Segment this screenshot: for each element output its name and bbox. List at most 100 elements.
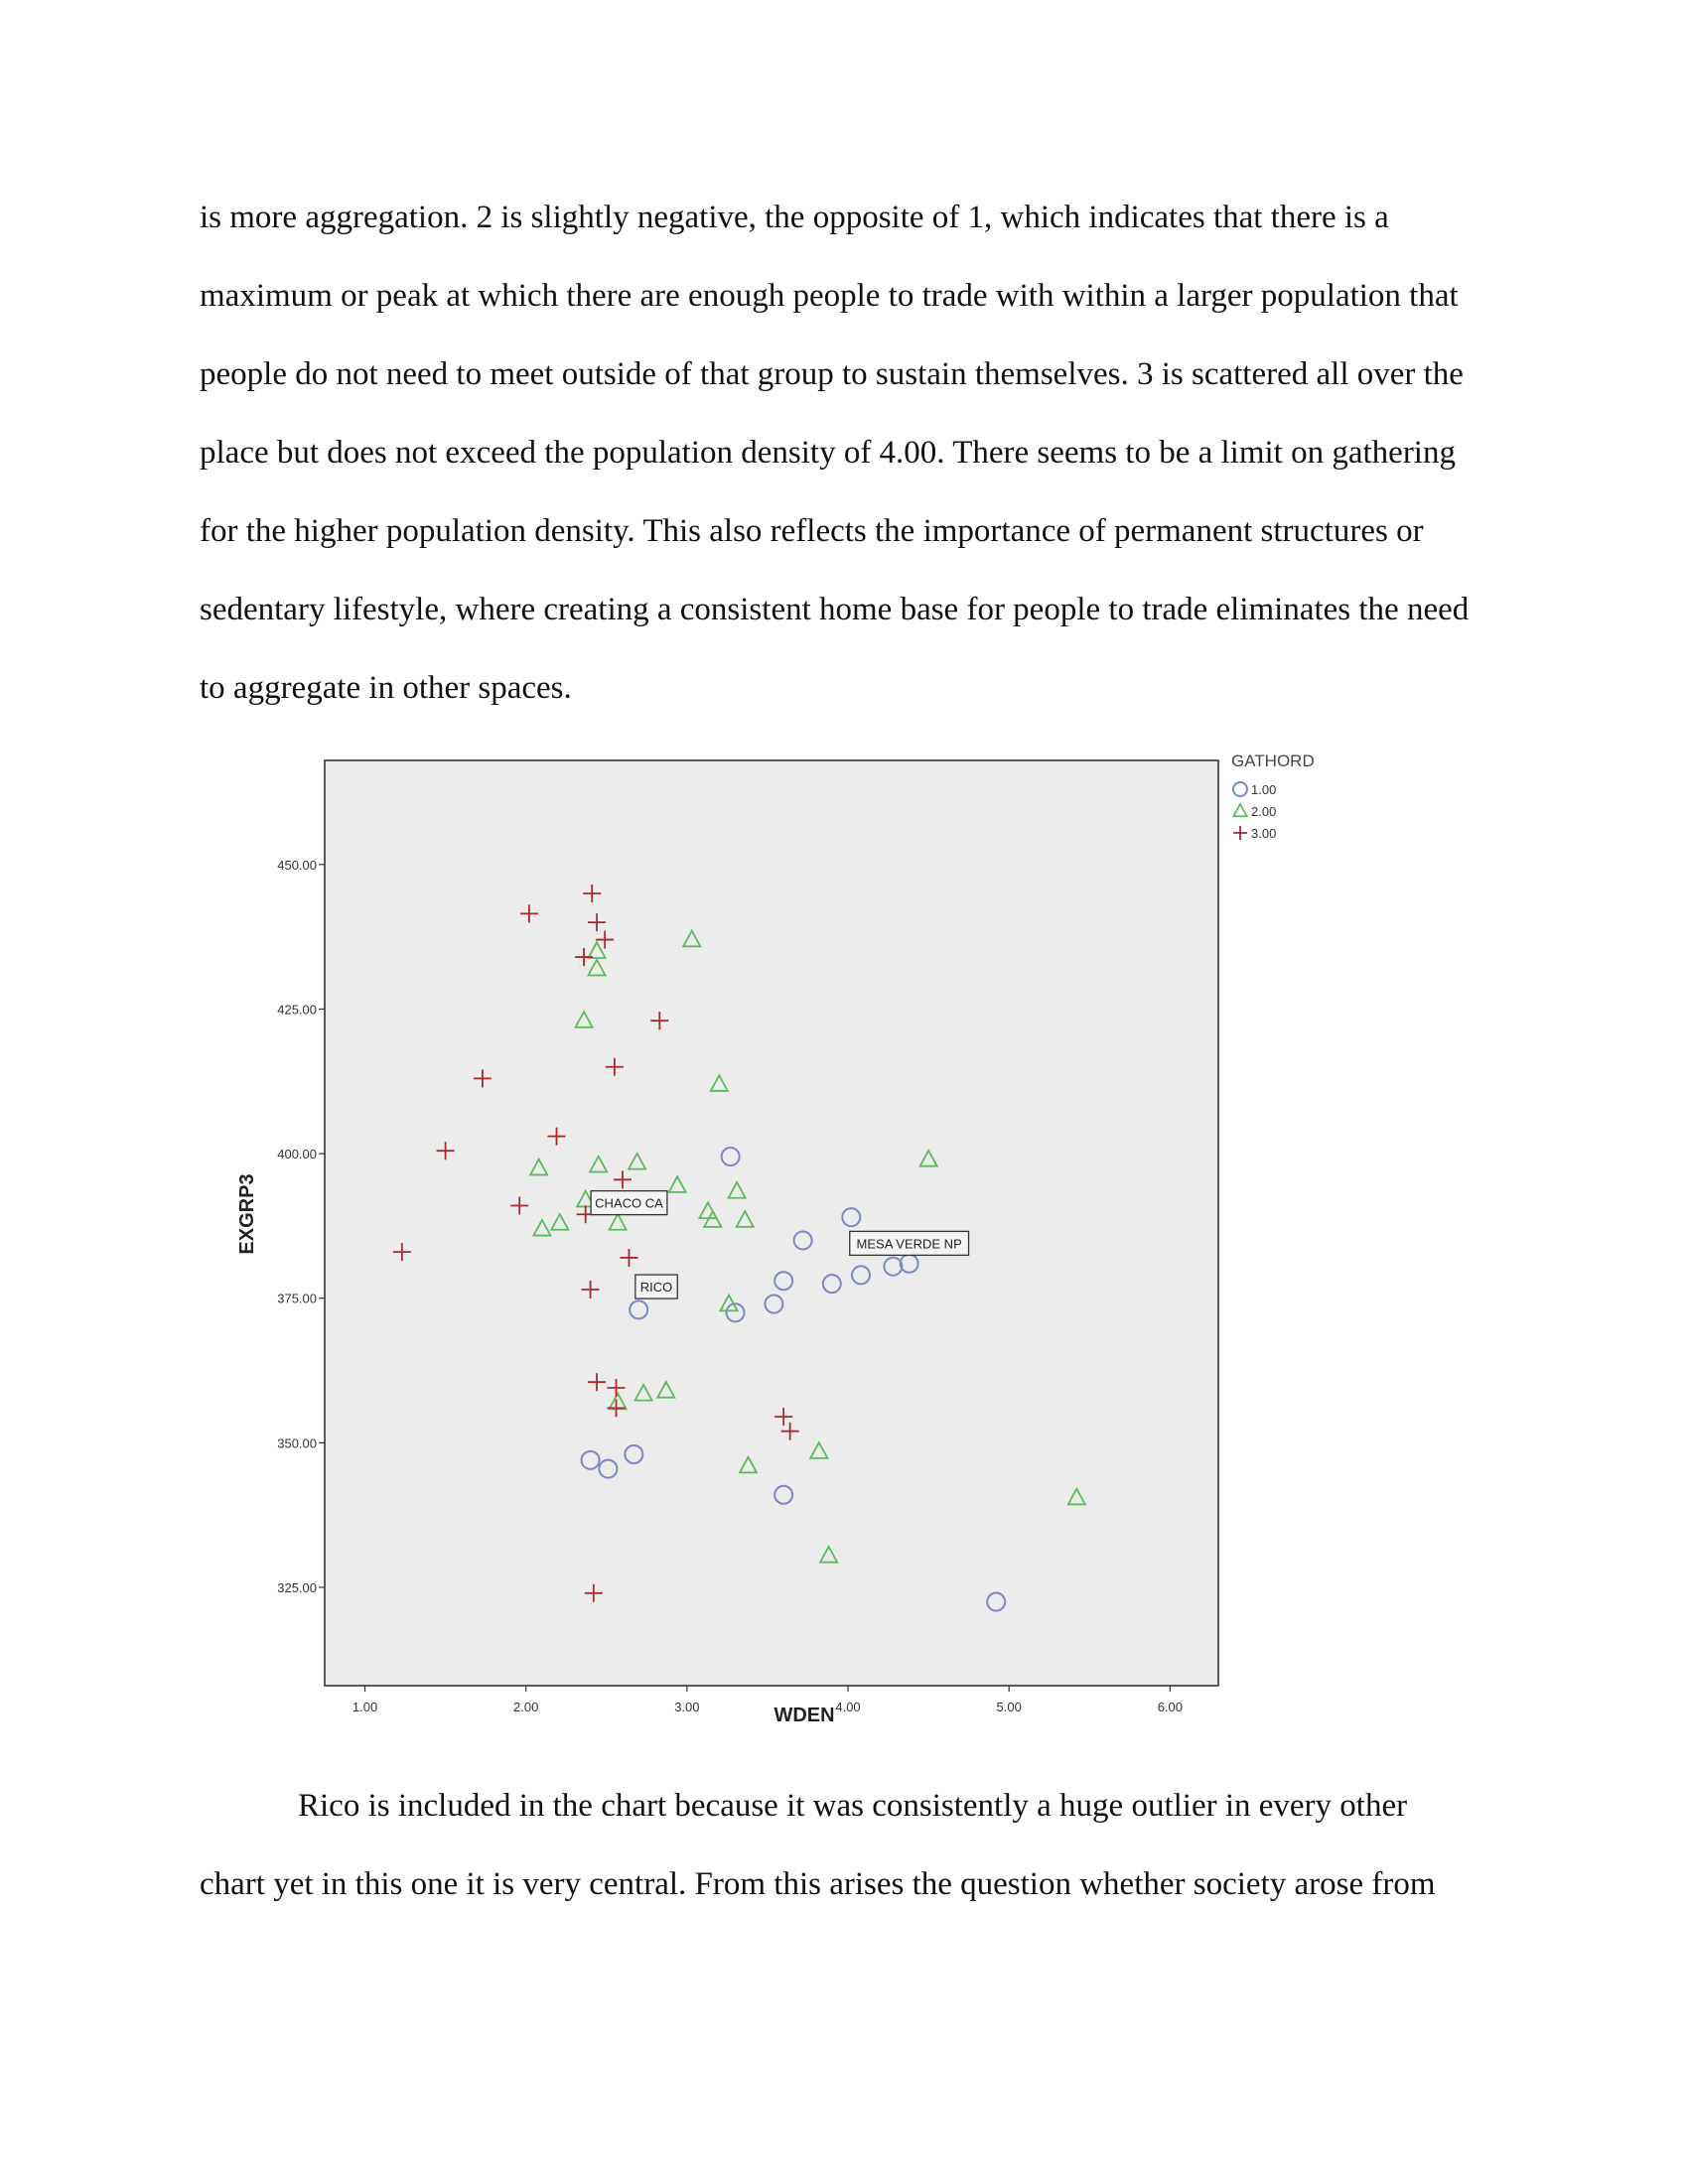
text-line: place but does not exceed the population…: [200, 435, 1456, 471]
data-point-triangle: [574, 1010, 595, 1028]
body-paragraph-1: is more aggregation. 2 is slightly negat…: [200, 179, 1490, 728]
x-tick-label: 3.00: [674, 1700, 699, 1714]
text-line: Rico is included in the chart because it…: [298, 1788, 1408, 1824]
data-point-plus: [547, 1127, 566, 1146]
data-point-plus: [607, 1379, 626, 1398]
x-tick-label: 1.00: [352, 1700, 377, 1714]
data-point-plus: [436, 1142, 455, 1160]
y-axis-label: EXGRP3: [236, 1173, 258, 1254]
data-point-triangle: [808, 1440, 829, 1459]
data-point-triangle: [681, 928, 702, 948]
data-point-circle: [598, 1458, 619, 1479]
data-point-triangle: [549, 1212, 570, 1231]
annotation-box: [590, 1189, 668, 1216]
data-point-triangle: [633, 1382, 654, 1402]
legend-marker-plus: [1233, 826, 1247, 840]
legend-title: GATHORD: [1231, 751, 1315, 770]
data-point-triangle: [588, 1154, 609, 1173]
data-point-triangle: [528, 1157, 549, 1176]
legend-label: 2.00: [1251, 804, 1276, 819]
annotation-label: CHACO CA: [595, 1196, 663, 1211]
data-point-triangle: [655, 1380, 676, 1399]
data-point-circle: [883, 1256, 904, 1277]
data-point-triangle: [531, 1217, 552, 1237]
data-point-triangle: [702, 1209, 723, 1228]
x-tick-label: 2.00: [513, 1700, 538, 1714]
annotation-box: [849, 1230, 970, 1257]
data-point-plus: [583, 884, 602, 902]
legend-label: 1.00: [1251, 782, 1276, 797]
data-point-triangle: [586, 957, 608, 977]
data-point-plus: [575, 948, 594, 967]
data-point-triangle: [818, 1545, 839, 1564]
data-point-circle: [986, 1591, 1007, 1612]
y-tick-label: 450.00: [277, 858, 317, 873]
y-tick-label: 425.00: [277, 1002, 317, 1017]
data-point-circle: [725, 1302, 746, 1323]
data-point-triangle: [735, 1209, 756, 1228]
text-line: sedentary lifestyle, where creating a co…: [200, 592, 1470, 627]
data-point-circle: [774, 1484, 794, 1505]
data-point-plus: [473, 1069, 492, 1088]
data-point-circle: [624, 1444, 644, 1464]
x-axis-label: WDEN: [774, 1705, 834, 1726]
y-tick-label: 325.00: [277, 1580, 317, 1595]
data-point-plus: [650, 1012, 669, 1030]
data-point-circle: [764, 1294, 784, 1314]
data-point-triangle: [1066, 1486, 1087, 1506]
annotation-box: [634, 1274, 678, 1299]
annotation-label: MESA VERDE NP: [857, 1236, 962, 1251]
data-point-triangle: [627, 1151, 647, 1170]
data-point-circle: [580, 1449, 601, 1470]
data-point-circle: [841, 1207, 862, 1228]
data-point-triangle: [718, 1293, 740, 1312]
data-point-triangle: [608, 1212, 629, 1231]
x-tick-label: 6.00: [1158, 1700, 1183, 1714]
y-tick-label: 375.00: [277, 1292, 317, 1306]
legend-marker-circle: [1232, 781, 1248, 797]
data-point-circle: [629, 1299, 649, 1320]
plot-area: [324, 759, 1219, 1687]
data-point-triangle: [738, 1454, 759, 1474]
y-tick-label: 350.00: [277, 1435, 317, 1450]
text-line: to aggregate in other spaces.: [200, 670, 572, 706]
data-point-plus: [596, 930, 615, 949]
body-paragraph-2: Rico is included in the chart because it…: [200, 1767, 1490, 1924]
data-point-plus: [774, 1408, 793, 1427]
data-point-triangle: [608, 1391, 629, 1411]
data-point-circle: [821, 1274, 842, 1295]
text-line: for the higher population density. This …: [200, 513, 1424, 549]
scatter-figure: 1.00 2.00 3.00 4.00 5.00 6.00 325.00 350.00 375.…: [209, 735, 1430, 1737]
x-tick-label: 5.00: [997, 1700, 1022, 1714]
text-line: people do not need to meet outside of th…: [200, 356, 1464, 392]
legend-label: 3.00: [1251, 826, 1276, 841]
data-point-plus: [607, 1399, 626, 1418]
text-line: chart yet in this one it is very central…: [200, 1866, 1436, 1902]
data-point-triangle: [697, 1200, 719, 1220]
data-point-plus: [584, 1583, 603, 1602]
data-point-circle: [792, 1230, 813, 1251]
y-tick-label: 400.00: [277, 1147, 317, 1161]
x-tick-label: 4.00: [835, 1700, 860, 1714]
data-point-plus: [780, 1422, 799, 1440]
legend-marker-triangle: [1231, 802, 1249, 818]
data-point-triangle: [727, 1180, 748, 1199]
data-point-circle: [851, 1265, 871, 1286]
data-point-circle: [774, 1271, 794, 1292]
data-point-plus: [588, 1373, 607, 1392]
scatter-chart: 1.00 2.00 3.00 4.00 5.00 6.00 325.00 350.00 375.…: [236, 751, 1315, 1726]
data-point-plus: [605, 1057, 624, 1076]
data-point-plus: [581, 1280, 600, 1298]
data-point-circle: [720, 1147, 741, 1167]
annotation-label: RICO: [640, 1280, 673, 1295]
data-point-plus: [392, 1243, 411, 1262]
data-point-triangle: [667, 1174, 688, 1193]
data-point-plus: [614, 1170, 632, 1189]
data-point-plus: [510, 1196, 529, 1215]
data-point-triangle: [709, 1073, 730, 1092]
data-point-triangle: [918, 1149, 939, 1167]
data-point-plus: [519, 904, 538, 923]
text-line: is more aggregation. 2 is slightly negat…: [200, 200, 1389, 235]
data-point-plus: [588, 913, 607, 932]
data-point-plus: [620, 1248, 638, 1267]
